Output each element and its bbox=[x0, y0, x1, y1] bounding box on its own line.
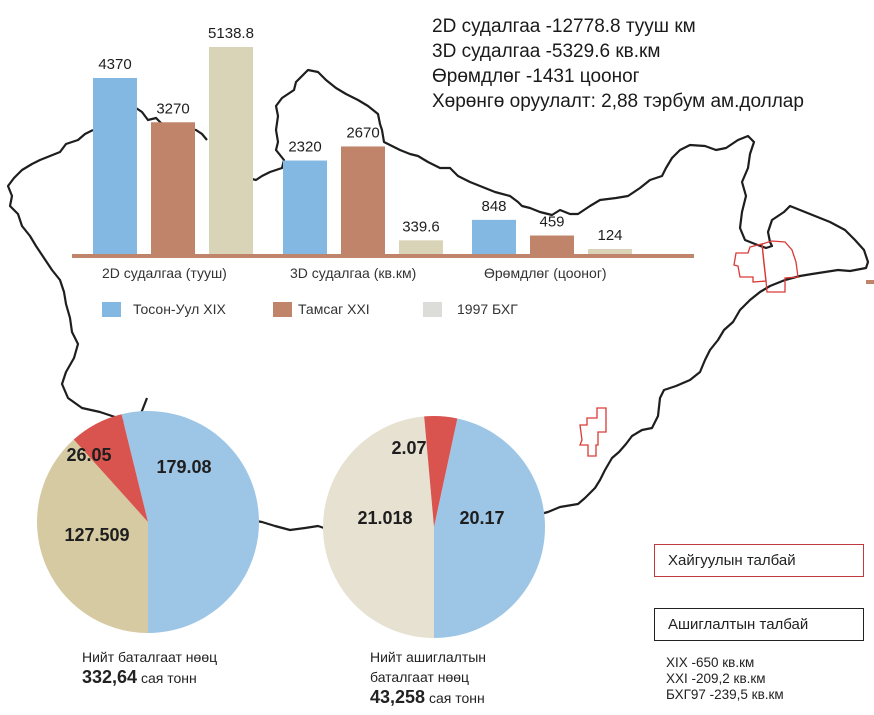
bar-tosonuul bbox=[93, 77, 137, 254]
area-size-xix: XIX -650 кв.км bbox=[666, 655, 755, 670]
bar-value-label: 2320 bbox=[288, 139, 321, 156]
legend-label: 1997 БХГ bbox=[457, 301, 518, 317]
pie1-total: 332,64 bbox=[82, 667, 138, 687]
pie1-caption: Нийт баталгаат нөөц 332,64 сая тонн bbox=[82, 647, 217, 688]
bar-tamsag bbox=[530, 235, 574, 254]
bar-value-label: 124 bbox=[597, 227, 622, 244]
summary-line-2d: 2D судалгаа -12778.8 тууш км bbox=[432, 16, 696, 37]
bar-tamsag bbox=[151, 122, 195, 254]
pie2-slice-label: 21.018 bbox=[357, 508, 412, 528]
license-area-east-left bbox=[733, 243, 767, 283]
pie2-slice bbox=[434, 418, 545, 638]
pie1-slice-label: 127.509 bbox=[64, 525, 129, 545]
area-size-bhg97: БХГ97 -239,5 кв.км bbox=[666, 687, 784, 702]
bar-value-label: 848 bbox=[481, 198, 506, 215]
pie1-unit: сая тонн bbox=[140, 670, 197, 686]
bar-value-label: 2670 bbox=[346, 124, 379, 141]
bar-chart: 4370 2320 848 3270 2670 459 5138.8 339.6 124 bbox=[72, 25, 874, 284]
bar-tamsag bbox=[341, 146, 385, 254]
legend-exploration-area: Хайгуулын талбай bbox=[654, 544, 864, 577]
legend-swatch bbox=[423, 301, 442, 317]
pie1-slice-label: 26.05 bbox=[66, 445, 111, 465]
legend-item-tamsag: Тамсаг XXI bbox=[273, 301, 370, 317]
bar-tosonuul bbox=[472, 219, 516, 254]
legend-label: Тосон-Уул XIX bbox=[133, 301, 226, 317]
summary-text: 2D судалгаа -12778.8 тууш км 3D судалгаа… bbox=[432, 14, 804, 114]
pie2-slice-label: 2.07 bbox=[391, 438, 426, 458]
pie1-slice bbox=[121, 411, 259, 633]
pie1-slice bbox=[36, 439, 148, 633]
x-tick-label: 2D судалгаа (тууш) bbox=[102, 265, 227, 281]
summary-line-3d: 3D судалгаа -5329.6 кв.км bbox=[432, 41, 661, 62]
x-axis-baseline bbox=[72, 254, 694, 258]
pie2-total: 43,258 bbox=[370, 687, 426, 707]
license-area-south bbox=[579, 407, 607, 457]
area-size-xxi: XXI -209,2 кв.км bbox=[666, 671, 766, 686]
x-tick-label: 3D судалгаа (кв.км) bbox=[290, 265, 417, 281]
bar-value-label: 3270 bbox=[156, 100, 189, 117]
summary-line-investment: Хөрөнгө оруулалт: 2,88 тэрбум ам.доллар bbox=[432, 91, 804, 112]
legend-swatch bbox=[273, 301, 292, 317]
pie2-slice bbox=[322, 416, 434, 638]
pie2-title-line2: баталгаат нөөц bbox=[370, 669, 470, 685]
summary-line-drilling: Өрөмдлөг -1431 цооног bbox=[432, 66, 640, 87]
bar-value-label: 5138.8 bbox=[208, 25, 254, 42]
area-sizes: XIX -650 кв.км XXI -209,2 кв.км БХГ97 -2… bbox=[666, 655, 784, 703]
legend-exploitation-area: Ашиглалтын талбай bbox=[654, 608, 864, 641]
bar-value-label: 459 bbox=[539, 214, 564, 231]
pie1-slice-label: 179.08 bbox=[156, 457, 211, 477]
bar-bhg1997 bbox=[399, 240, 443, 254]
pie2-unit: сая тонн bbox=[428, 690, 485, 706]
pie-charts: 179.08 127.509 26.05 20.17 21.018 2.07 bbox=[36, 411, 545, 638]
bar-value-label: 4370 bbox=[98, 56, 131, 73]
bar-tosonuul bbox=[283, 160, 327, 254]
legend-item-tosonuul: Тосон-Уул XIX bbox=[102, 301, 226, 317]
legend-item-bhg1997: 1997 БХГ bbox=[423, 301, 518, 317]
pie1-slice bbox=[73, 414, 148, 522]
pie1-title: Нийт баталгаат нөөц bbox=[82, 649, 218, 665]
legend-label: Тамсаг XXI bbox=[298, 301, 370, 317]
pie2-title-line1: Нийт ашиглалтын bbox=[370, 649, 487, 665]
bar-bhg1997 bbox=[588, 249, 632, 254]
baseline-stub bbox=[866, 280, 874, 284]
bar-value-label: 339.6 bbox=[402, 218, 440, 235]
pie2-slice bbox=[424, 416, 458, 527]
license-area-east-right bbox=[761, 240, 799, 293]
pie2-slice-label: 20.17 bbox=[459, 508, 504, 528]
x-tick-label: Өрөмдлөг (цооног) bbox=[484, 265, 607, 281]
bar-bhg1997 bbox=[209, 47, 253, 254]
legend-swatch bbox=[102, 301, 121, 317]
pie2-caption: Нийт ашиглалтын баталгаат нөөц 43,258 са… bbox=[370, 647, 486, 708]
